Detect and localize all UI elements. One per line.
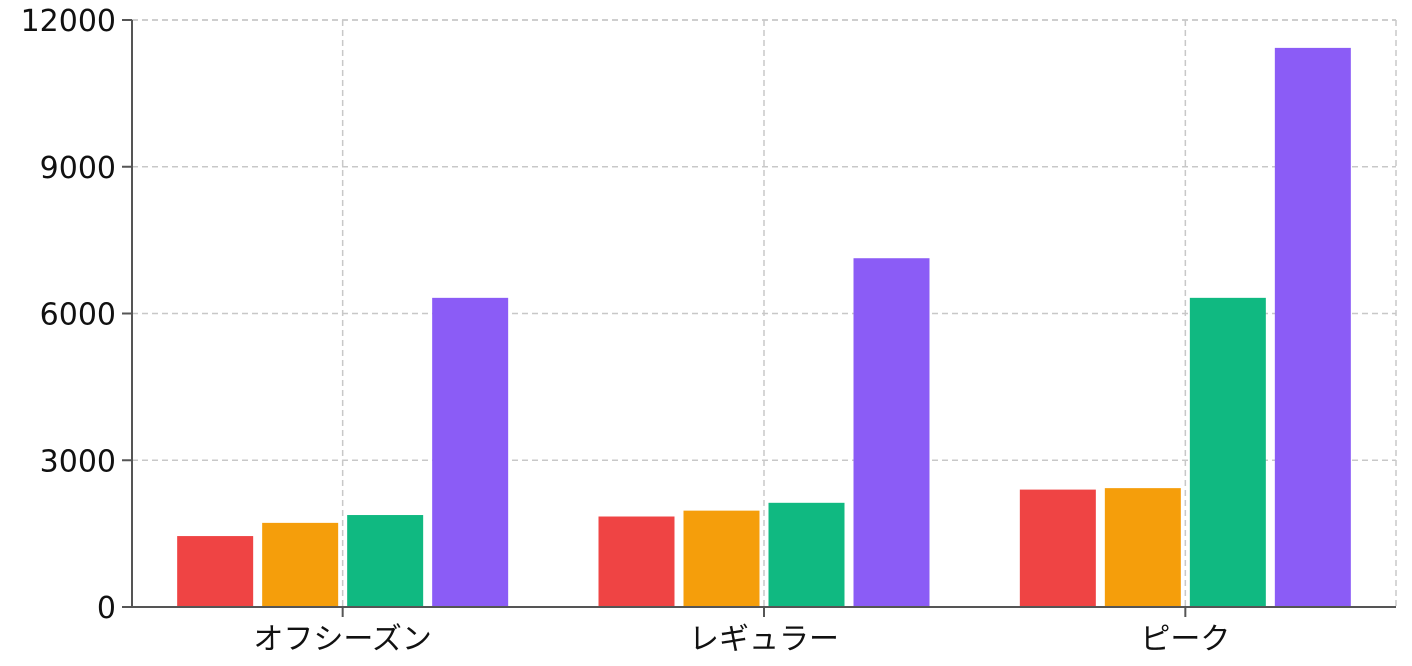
- y-tick-label: 3000: [40, 444, 116, 479]
- bar: [262, 522, 339, 607]
- bar: [768, 502, 845, 607]
- bars: [177, 47, 1351, 607]
- bar: [683, 510, 760, 607]
- y-tick-label: 0: [97, 591, 116, 626]
- bar: [347, 515, 424, 607]
- x-tick-label: オフシーズン: [253, 622, 432, 657]
- y-tick-label: 6000: [40, 298, 116, 333]
- x-axis-ticks: オフシーズン レギュラー ピーク: [253, 607, 1230, 657]
- x-tick-label: レギュラー: [689, 622, 839, 657]
- bar: [598, 516, 675, 607]
- bar: [1104, 488, 1181, 607]
- bar: [853, 258, 930, 607]
- x-tick-label: ピーク: [1140, 622, 1230, 657]
- y-axis-ticks: 0 3000 6000 9000 12000: [21, 4, 132, 626]
- bar: [1189, 297, 1266, 607]
- grid-lines: [132, 19, 1397, 607]
- bar: [1274, 47, 1351, 607]
- y-tick-label: 9000: [40, 151, 116, 186]
- bar: [432, 297, 509, 607]
- bar: [1019, 489, 1096, 607]
- bar: [177, 536, 254, 607]
- y-tick-label: 12000: [21, 4, 116, 39]
